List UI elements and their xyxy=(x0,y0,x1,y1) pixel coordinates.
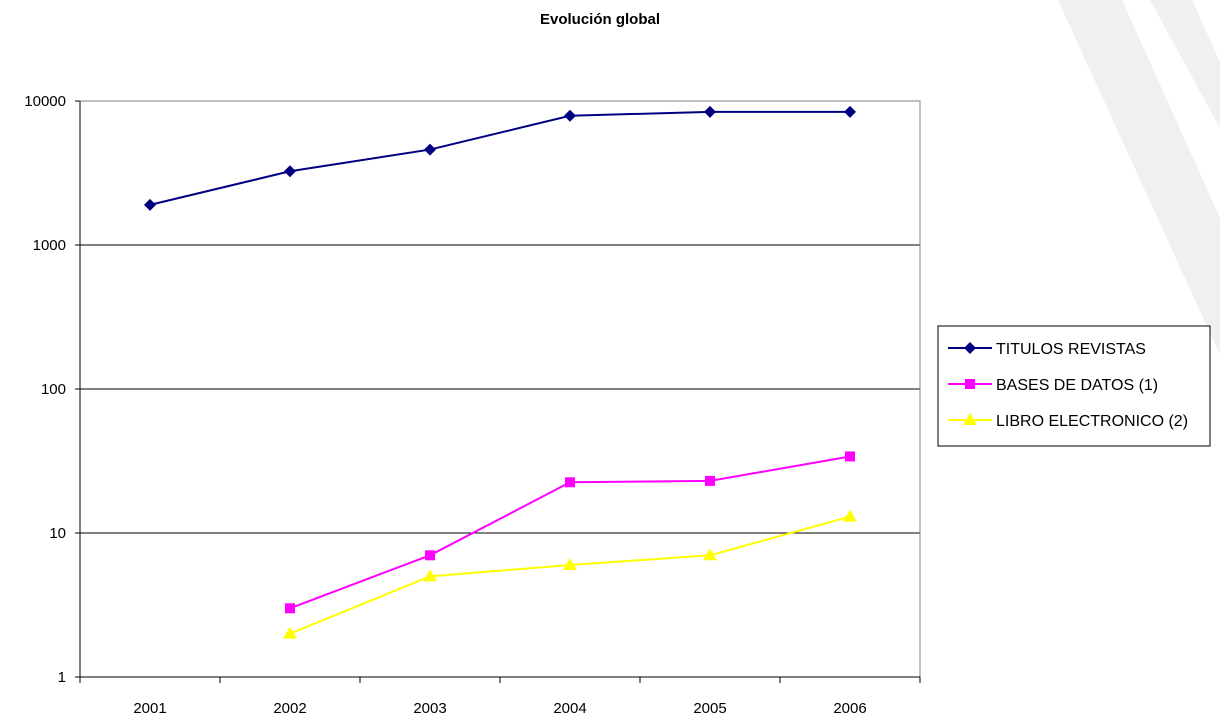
y-tick-label: 1000 xyxy=(33,237,66,254)
y-tick-label: 10000 xyxy=(24,93,66,110)
legend-item: BASES DE DATOS (1) xyxy=(948,377,1158,394)
series-line xyxy=(289,515,851,635)
legend-label: TITULOS REVISTAS xyxy=(996,341,1146,358)
data-point xyxy=(844,105,856,118)
y-tick-label: 1 xyxy=(58,669,66,686)
data-point xyxy=(423,569,437,582)
x-tick-label: 2005 xyxy=(693,700,726,717)
series-group xyxy=(144,105,857,639)
data-point xyxy=(704,105,716,118)
data-point xyxy=(703,548,717,561)
tick-labels: 1 10 100 1000 10000 2001 2002 2003 2004 2005 2006 xyxy=(24,93,866,717)
series-line xyxy=(149,110,850,206)
axes xyxy=(75,100,921,683)
data-point xyxy=(564,109,576,122)
legend-item: LIBRO ELECTRONICO (2) xyxy=(948,413,1188,430)
legend-label: LIBRO ELECTRONICO (2) xyxy=(996,413,1188,430)
series-3 xyxy=(283,509,857,639)
legend: TITULOS REVISTAS BASES DE DATOS (1) LIBRO … xyxy=(937,325,1211,447)
data-point xyxy=(283,626,297,639)
series-1 xyxy=(144,105,856,211)
legend-marker xyxy=(965,379,975,389)
x-tick-label: 2001 xyxy=(133,700,166,717)
legend-box xyxy=(937,325,1211,447)
data-point xyxy=(285,603,295,614)
data-point xyxy=(843,509,857,522)
legend-item: TITULOS REVISTAS xyxy=(948,341,1146,358)
legend-label: BASES DE DATOS (1) xyxy=(996,377,1158,394)
y-tick-label: 10 xyxy=(49,525,66,542)
chart-title: Evolución global xyxy=(540,11,660,28)
legend-marker xyxy=(964,342,976,354)
series-2 xyxy=(285,451,855,614)
data-point xyxy=(705,475,715,486)
x-tick-label: 2006 xyxy=(833,700,866,717)
legend-marker xyxy=(963,413,977,425)
x-tick-label: 2004 xyxy=(553,700,586,717)
data-point xyxy=(425,550,435,561)
data-point xyxy=(565,477,575,488)
gridlines xyxy=(80,100,920,534)
x-tick-label: 2002 xyxy=(273,700,306,717)
y-tick-label: 100 xyxy=(41,381,66,398)
x-tick-label: 2003 xyxy=(413,700,446,717)
data-point xyxy=(284,165,296,178)
data-point xyxy=(845,451,855,462)
data-point xyxy=(144,198,156,211)
data-point xyxy=(424,143,436,156)
background-stripes xyxy=(1058,0,1220,355)
data-point xyxy=(563,557,577,570)
